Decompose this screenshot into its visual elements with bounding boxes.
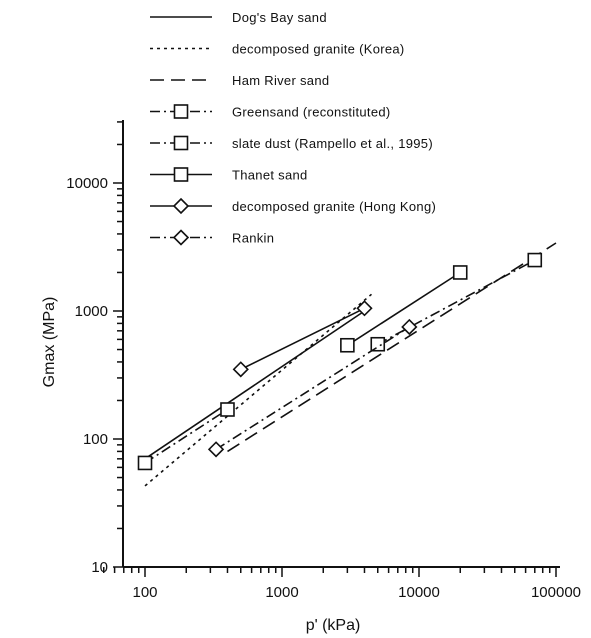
legend-swatch-marker bbox=[173, 104, 189, 119]
series-5 bbox=[340, 265, 468, 353]
legend-label: Rankin bbox=[232, 231, 274, 246]
legend-entry: Rankin bbox=[150, 229, 274, 246]
legend-entry: slate dust (Rampello et al., 1995) bbox=[150, 135, 433, 151]
series-0 bbox=[144, 310, 365, 460]
data-point bbox=[356, 300, 373, 317]
series-line bbox=[144, 408, 228, 464]
legend-entry: Thanet sand bbox=[150, 167, 308, 183]
legend-label: decomposed granite (Korea) bbox=[232, 42, 405, 57]
legend-entry: Dog's Bay sand bbox=[150, 10, 327, 25]
y-tick-label: 1000 bbox=[75, 303, 108, 320]
data-point bbox=[340, 337, 355, 353]
legend-swatch-marker bbox=[173, 135, 189, 151]
data-point bbox=[370, 336, 386, 352]
legend-entry: Ham River sand bbox=[150, 73, 329, 88]
legend: Dog's Bay sand decomposed granite (Korea)… bbox=[150, 10, 436, 246]
x-axis-title: p' (kPa) bbox=[306, 617, 361, 634]
legend-label: Greensand (reconstituted) bbox=[232, 105, 391, 120]
x-tick-label: 10000 bbox=[398, 584, 440, 601]
series-7 bbox=[207, 318, 418, 458]
legend-entry: decomposed granite (Korea) bbox=[150, 42, 405, 57]
series-line bbox=[346, 271, 461, 346]
series-1 bbox=[144, 293, 373, 487]
axis-ticks: 100 1000 10000 100000 10 100 1000 10000 bbox=[66, 121, 581, 601]
x-tick-label: 100000 bbox=[531, 584, 581, 601]
legend-entry: decomposed granite (Hong Kong) bbox=[150, 197, 436, 215]
series-layer bbox=[137, 242, 557, 487]
legend-label: decomposed granite (Hong Kong) bbox=[232, 199, 436, 214]
y-tick-label: 10 bbox=[91, 559, 108, 576]
legend-label: slate dust (Rampello et al., 1995) bbox=[232, 136, 433, 151]
data-point bbox=[527, 252, 543, 268]
series-4 bbox=[137, 402, 235, 471]
legend-swatch-marker bbox=[173, 167, 189, 182]
data-point bbox=[232, 361, 249, 378]
series-6 bbox=[232, 300, 373, 378]
y-tick-label: 100 bbox=[83, 431, 108, 448]
data-point bbox=[220, 402, 235, 417]
data-point bbox=[401, 318, 418, 336]
x-tick-label: 100 bbox=[132, 584, 157, 601]
legend-label: Dog's Bay sand bbox=[232, 10, 327, 25]
series-line bbox=[144, 310, 365, 460]
x-tick-label: 1000 bbox=[265, 584, 298, 601]
legend-swatch-marker bbox=[172, 197, 190, 215]
series-line bbox=[240, 307, 365, 371]
legend-entry: Greensand (reconstituted) bbox=[150, 104, 391, 120]
legend-label: Thanet sand bbox=[232, 168, 308, 183]
legend-label: Ham River sand bbox=[232, 73, 329, 88]
series-line bbox=[144, 293, 373, 487]
axes bbox=[122, 120, 560, 568]
series-line bbox=[215, 326, 410, 451]
y-tick-label: 10000 bbox=[66, 175, 108, 192]
data-point bbox=[452, 265, 468, 280]
y-axis-title: Gmax (MPa) bbox=[41, 297, 58, 388]
legend-swatch-marker bbox=[172, 229, 190, 246]
data-point bbox=[207, 441, 225, 458]
data-point bbox=[137, 455, 153, 471]
